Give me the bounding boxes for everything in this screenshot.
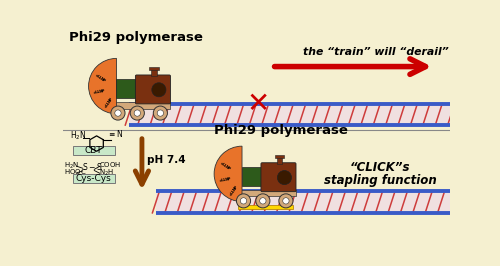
Bar — [129, 103, 450, 125]
Text: $\mathsf{HOOC}$: $\mathsf{HOOC}$ — [64, 167, 87, 176]
Circle shape — [240, 198, 246, 204]
Text: Phi29 polymerase: Phi29 polymerase — [214, 124, 348, 136]
Bar — [156, 191, 450, 213]
Circle shape — [236, 194, 250, 208]
Circle shape — [279, 194, 293, 208]
Bar — [275, 155, 284, 158]
Circle shape — [130, 106, 144, 120]
Circle shape — [283, 198, 289, 204]
Text: Cys-Cys: Cys-Cys — [76, 174, 112, 183]
Bar — [152, 69, 156, 77]
Bar — [242, 167, 262, 186]
Bar — [238, 205, 294, 209]
Text: dNTP: dNTP — [95, 70, 107, 81]
Text: the “train” will “derail”: the “train” will “derail” — [303, 47, 448, 57]
Text: dNTP: dNTP — [226, 183, 236, 195]
Wedge shape — [88, 58, 117, 114]
Text: ✕: ✕ — [246, 90, 270, 118]
FancyBboxPatch shape — [72, 174, 115, 183]
Circle shape — [152, 83, 166, 97]
Text: $\mathsf{COOH}$: $\mathsf{COOH}$ — [100, 160, 122, 169]
Bar — [277, 157, 282, 164]
Text: dNTP: dNTP — [92, 86, 104, 92]
Text: dNTP: dNTP — [101, 95, 111, 107]
Text: dNTP: dNTP — [218, 174, 230, 180]
Text: $\equiv$N: $\equiv$N — [108, 128, 124, 139]
Bar — [116, 79, 136, 98]
Wedge shape — [214, 146, 242, 202]
Text: “CLICK”s: “CLICK”s — [350, 160, 410, 173]
Circle shape — [115, 110, 121, 116]
FancyBboxPatch shape — [261, 163, 296, 192]
Bar — [234, 190, 296, 196]
Text: $\mathsf{H_2N}$: $\mathsf{H_2N}$ — [70, 130, 86, 143]
Text: $\mathsf{S-S}$: $\mathsf{S-S}$ — [82, 161, 102, 172]
FancyBboxPatch shape — [136, 75, 170, 104]
Text: CBT: CBT — [84, 146, 102, 155]
FancyBboxPatch shape — [72, 146, 115, 155]
Bar — [149, 67, 159, 70]
Circle shape — [260, 198, 266, 204]
Circle shape — [256, 194, 270, 208]
Text: stapling function: stapling function — [324, 174, 436, 187]
Text: dNTP: dNTP — [221, 158, 233, 168]
Circle shape — [278, 171, 291, 185]
Circle shape — [157, 110, 164, 116]
Bar — [109, 102, 170, 109]
Text: Phi29 polymerase: Phi29 polymerase — [70, 31, 203, 44]
Circle shape — [154, 106, 168, 120]
Circle shape — [111, 106, 125, 120]
Text: $\mathsf{N_2H}$: $\mathsf{N_2H}$ — [100, 167, 114, 178]
Text: pH 7.4: pH 7.4 — [147, 155, 186, 165]
Text: $\mathsf{H_2N}$: $\mathsf{H_2N}$ — [64, 160, 79, 171]
Circle shape — [134, 110, 140, 116]
